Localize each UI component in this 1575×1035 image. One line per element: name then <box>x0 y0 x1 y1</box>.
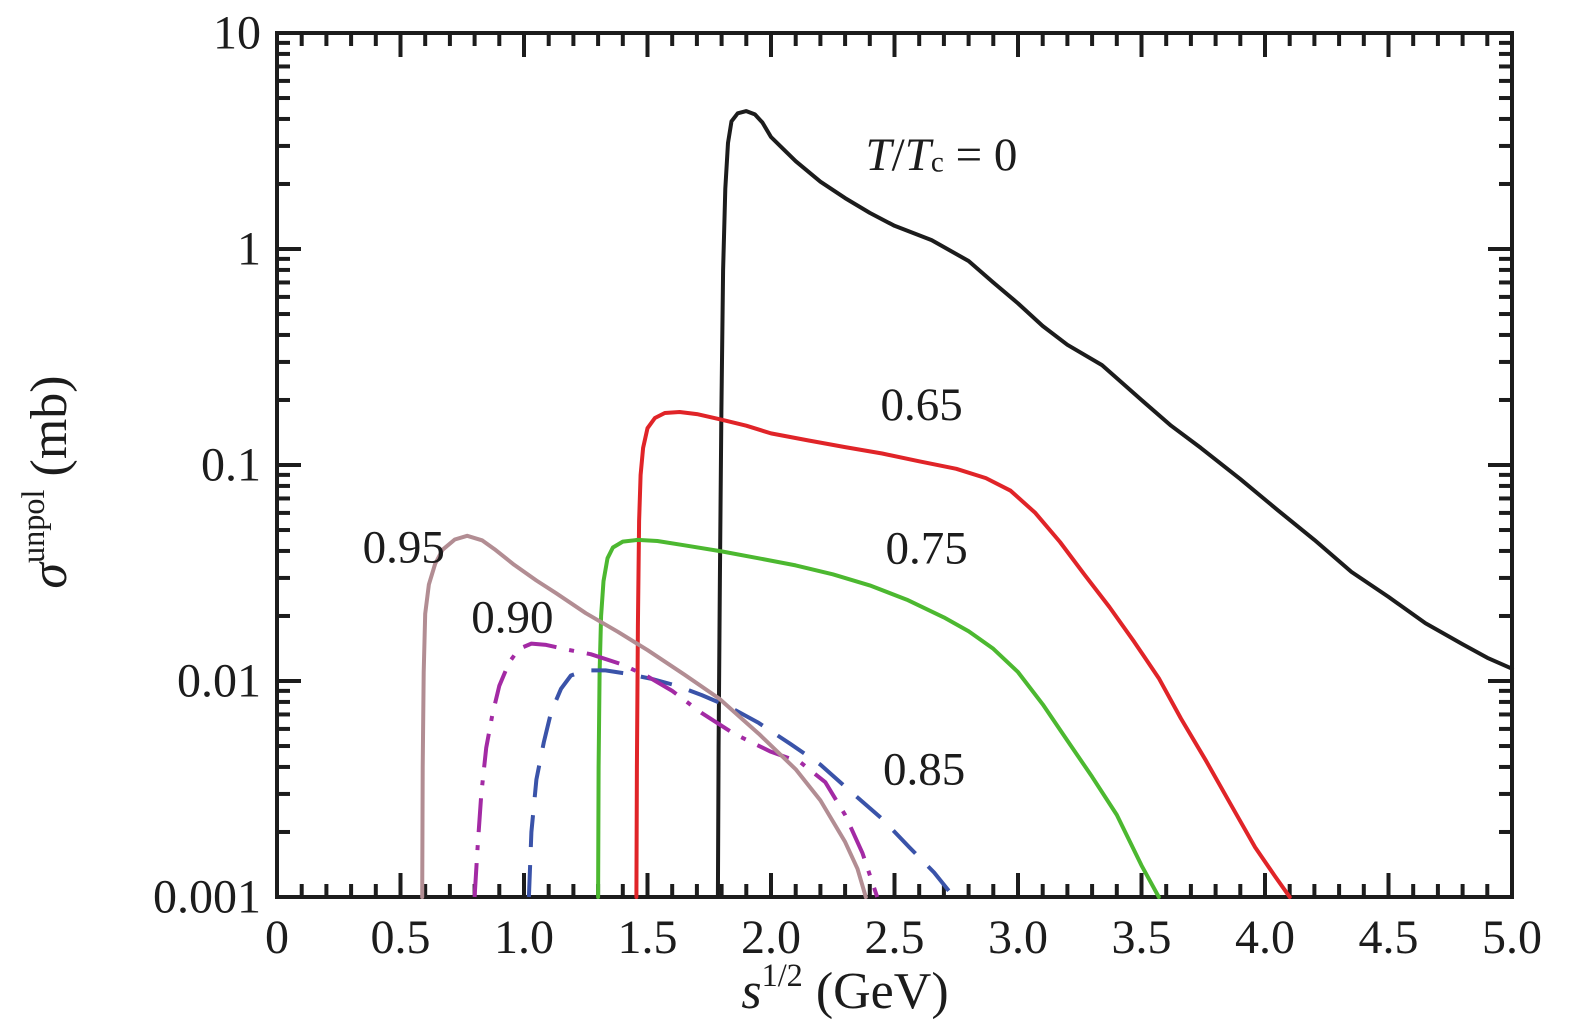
x-tick-label: 0.5 <box>371 911 431 964</box>
label-0.85: 0.85 <box>883 743 965 795</box>
label-0.95: 0.95 <box>363 522 445 574</box>
x-tick-label: 0 <box>265 911 289 964</box>
y-tick-label: 1 <box>237 223 261 276</box>
x-tick-label: 3.5 <box>1112 911 1172 964</box>
y-tick-label: 0.001 <box>153 871 261 924</box>
curve-labels: T/Tc = 0 0.65 0.75 0.85 0.90 0.95 <box>363 129 1018 795</box>
y-tick-labels: 0.001 0.01 0.1 1 10 <box>153 7 261 924</box>
curve-0.85 <box>526 668 956 899</box>
x-tick-label: 5.0 <box>1482 911 1542 964</box>
x-tick-label: 1.0 <box>494 911 554 964</box>
x-tick-labels: 0 0.5 1.0 1.5 2.0 2.5 3.0 3.5 4.0 4.5 5.0 <box>265 911 1542 964</box>
label-0.90: 0.90 <box>471 591 553 643</box>
label-0.65: 0.65 <box>881 379 963 431</box>
y-tick-label: 0.01 <box>177 655 261 708</box>
curve-0.95 <box>420 533 868 899</box>
curve-0.65 <box>634 410 1292 899</box>
x-tick-label: 4.5 <box>1359 911 1419 964</box>
curves <box>420 109 1514 899</box>
x-tick-label: 2.0 <box>741 911 801 964</box>
label-0.75: 0.75 <box>885 523 967 575</box>
x-tick-label: 4.0 <box>1235 911 1295 964</box>
x-axis-label: s1/2 (GeV) <box>741 957 948 1020</box>
y-tick-label: 10 <box>213 7 261 60</box>
y-ticks <box>277 31 1512 899</box>
curve-0.75 <box>596 537 1161 899</box>
x-tick-label: 2.5 <box>865 911 925 964</box>
y-tick-label: 0.1 <box>201 439 261 492</box>
y-axis-label: σunpol (mb) <box>15 375 78 588</box>
curve-0.90 <box>472 641 880 898</box>
x-tick-label: 3.0 <box>988 911 1048 964</box>
label-ttc-0: T/Tc = 0 <box>866 129 1018 181</box>
x-tick-label: 1.5 <box>618 911 678 964</box>
curve-t-tc-0 <box>715 109 1514 899</box>
